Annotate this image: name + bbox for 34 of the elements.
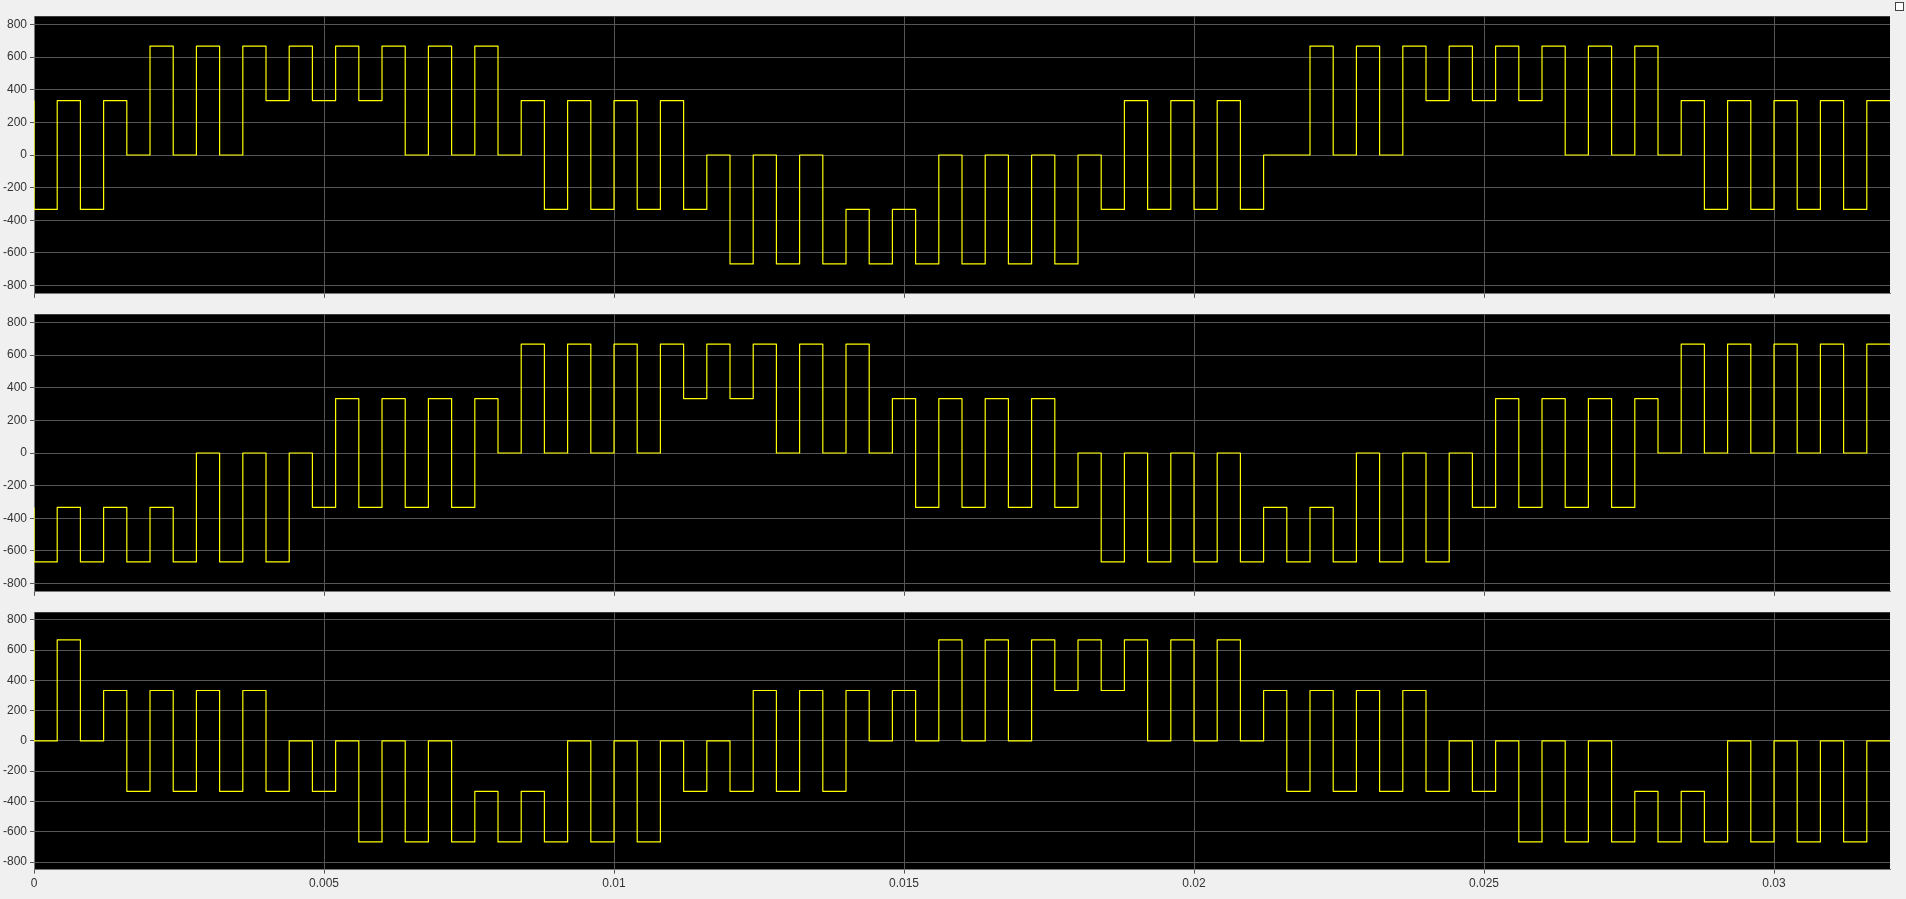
y-tick-label: 0 (20, 733, 28, 748)
y-tick-label: 800 (6, 16, 28, 31)
y-tick-label: 0 (20, 445, 28, 460)
x-tick-label: 0.02 (1182, 876, 1207, 891)
y-tick-label: 800 (6, 612, 28, 627)
y-tick-label: -600 (2, 824, 28, 839)
y-tick-label: 200 (6, 702, 28, 717)
y-tick-label: 0 (20, 147, 28, 162)
y-tick-label: 200 (6, 114, 28, 129)
y-tick-label: -600 (2, 543, 28, 558)
y-tick-label: -800 (2, 575, 28, 590)
y-tick-label: -400 (2, 212, 28, 227)
x-tick-label: 0 (30, 876, 38, 891)
y-tick-label: -800 (2, 854, 28, 869)
x-tick-label: 0.01 (602, 876, 627, 891)
y-tick-label: 600 (6, 642, 28, 657)
y-tick-label: 400 (6, 379, 28, 394)
y-tick-label: -400 (2, 793, 28, 808)
y-tick-label: -200 (2, 477, 28, 492)
y-tick-label: -200 (2, 763, 28, 778)
y-tick-label: -400 (2, 510, 28, 525)
x-tick-label: 0.015 (888, 876, 920, 891)
y-tick-label: 800 (6, 314, 28, 329)
y-tick-label: -200 (2, 179, 28, 194)
y-tick-label: 200 (6, 412, 28, 427)
x-tick-label: 0.005 (309, 876, 340, 891)
y-tick-label: 400 (6, 81, 28, 96)
y-tick-label: 600 (6, 49, 28, 64)
y-tick-label: 400 (6, 672, 28, 687)
y-tick-label: -600 (2, 245, 28, 260)
y-tick-label: 600 (6, 347, 28, 362)
y-tick-label: -800 (2, 277, 28, 292)
x-tick-label: 0.025 (1468, 876, 1500, 891)
x-tick-label: 0.03 (1762, 876, 1786, 891)
